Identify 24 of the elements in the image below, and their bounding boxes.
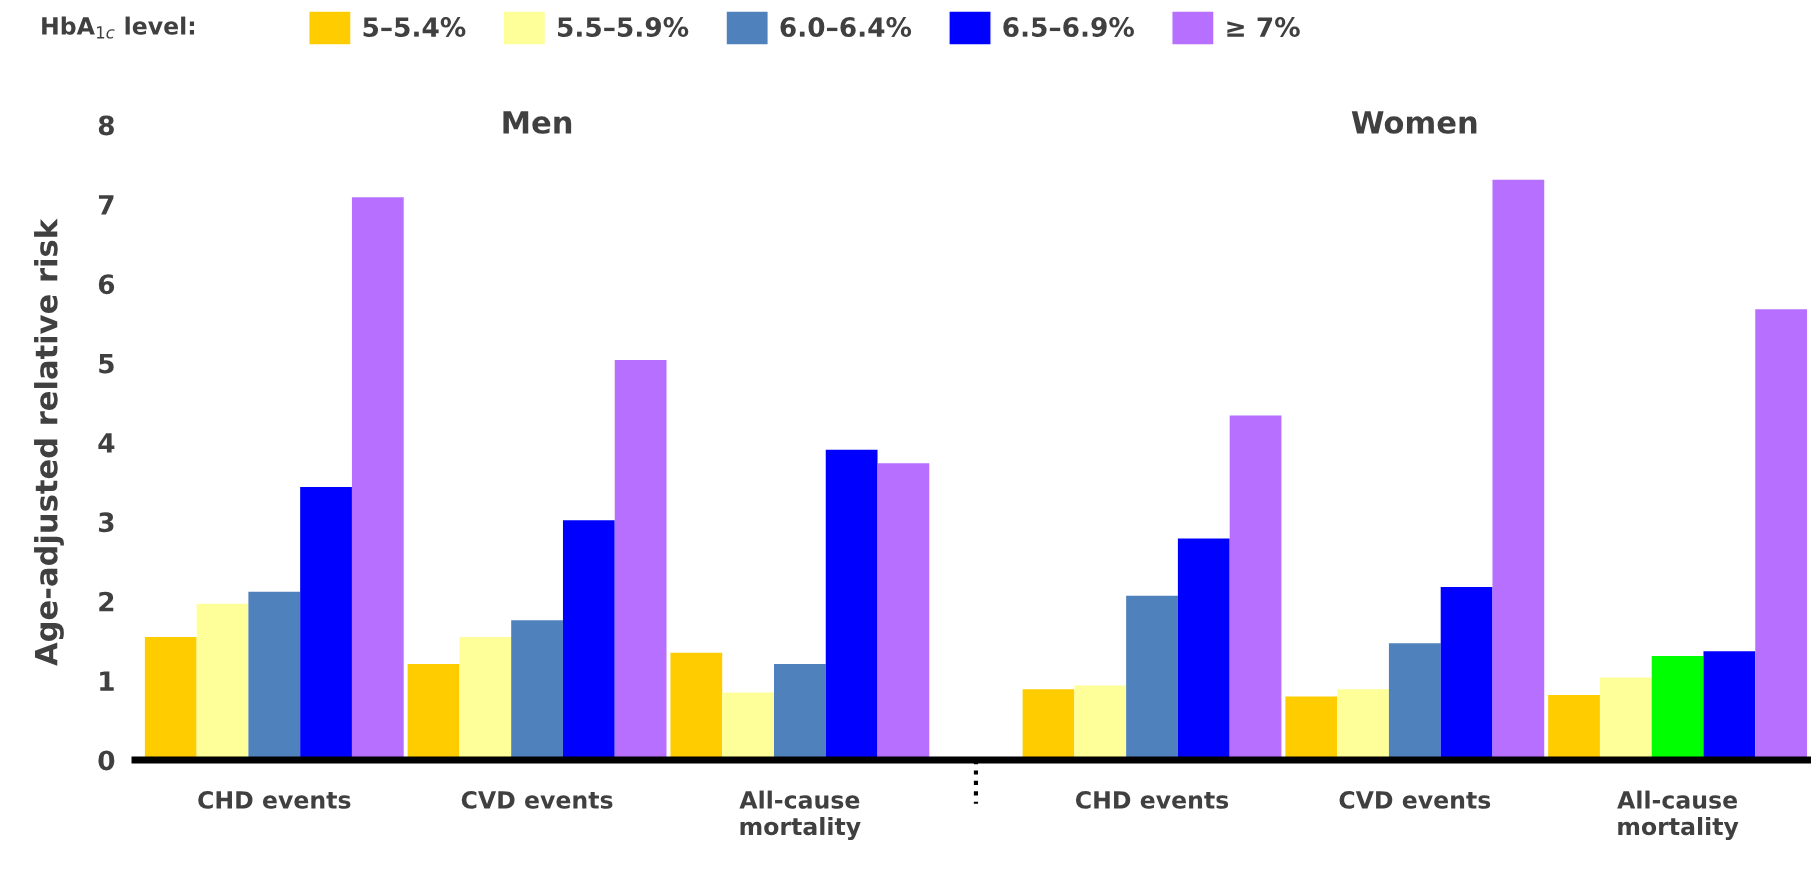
- y-tick-label: 4: [98, 433, 115, 453]
- x-tick-label: CVD events: [1339, 790, 1491, 809]
- annotation: Men: [503, 111, 572, 134]
- y-tick-label: 1: [100, 671, 114, 691]
- y-axis-title: Age-adjusted relative risk: [34, 218, 64, 666]
- legend-label: 6.5–6.9%: [1003, 17, 1134, 38]
- x-tick-label: CHD events: [1075, 790, 1229, 809]
- y-tick-label: 0: [98, 750, 115, 771]
- y-tick-label: 3: [98, 512, 114, 533]
- legend-label: 6.0–6.4%: [780, 17, 912, 38]
- x-tick-label: CVD events: [461, 790, 613, 809]
- legend-label: 5–5.4%: [363, 17, 466, 38]
- annotation: Women: [1351, 111, 1477, 134]
- legend-label: 5.5–5.9%: [558, 17, 689, 38]
- y-tick-label: 2: [99, 591, 114, 612]
- x-tick-label: All-cause mortality: [739, 790, 861, 841]
- y-tick-label: 8: [98, 115, 114, 136]
- legend-title: HbA$_{1c}$ level:: [42, 16, 195, 39]
- legend-label: ≥ 7%: [1227, 17, 1300, 38]
- y-tick-label: 6: [98, 274, 115, 295]
- y-tick-label: 5: [99, 353, 114, 374]
- x-tick-label: All-cause mortality: [1617, 790, 1739, 841]
- y-tick-label: 7: [98, 195, 114, 215]
- x-tick-label: CHD events: [198, 790, 351, 809]
